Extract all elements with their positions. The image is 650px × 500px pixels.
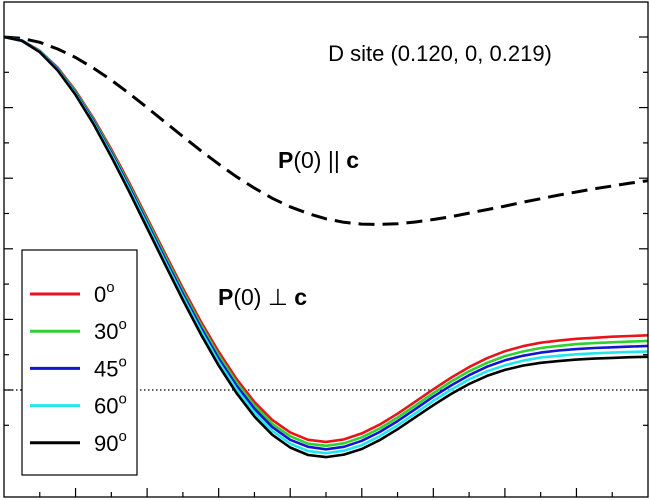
- legend: 0o 30o 45o 60o 90o: [21, 249, 138, 476]
- chart-title: D site (0.120, 0, 0.219): [328, 41, 552, 66]
- annotation-perpendicular: P(0) ⊥ c: [218, 284, 307, 310]
- annotation-parallel-axis: c: [346, 147, 359, 173]
- annotation-perpendicular-text: (0) ⊥: [233, 284, 294, 310]
- legend-label-30: 30o: [94, 316, 127, 344]
- annotation-perpendicular-axis: c: [294, 284, 307, 310]
- legend-label-90: 90o: [94, 428, 127, 456]
- annotation-parallel: P(0) || c: [278, 147, 359, 173]
- series-line-dashed: [3, 35, 649, 226]
- legend-label-45: 45o: [94, 353, 127, 381]
- annotation-parallel-text: (0) ||: [293, 147, 346, 173]
- legend-box: [21, 249, 138, 476]
- annotation-perpendicular-symbol: P: [218, 284, 233, 310]
- series-line-90: [3, 35, 649, 459]
- legend-label-60: 60o: [94, 391, 127, 419]
- legend-label-0: 0o: [94, 279, 115, 307]
- annotation-parallel-symbol: P: [278, 147, 293, 173]
